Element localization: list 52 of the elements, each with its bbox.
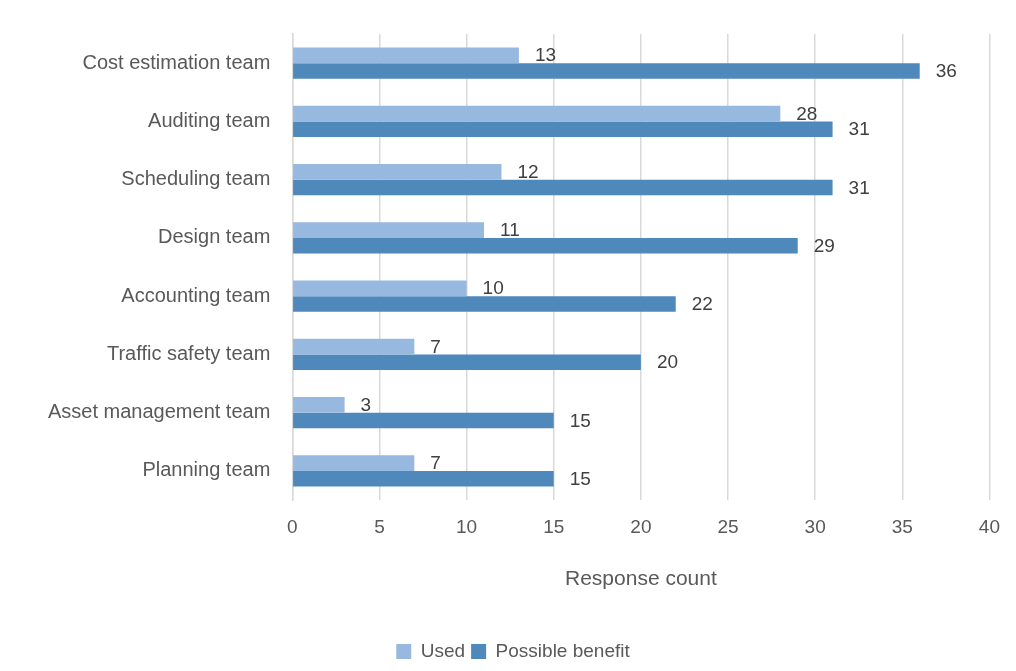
y-tick-label: Asset management team — [47, 400, 271, 423]
data-label: 11 — [500, 219, 520, 241]
bar — [293, 338, 415, 355]
bar — [293, 455, 415, 471]
data-label: 7 — [430, 335, 441, 357]
legend-label: Possible benefit — [495, 639, 631, 661]
data-label: 31 — [848, 176, 870, 198]
data-label: 20 — [656, 351, 679, 373]
bar — [293, 105, 781, 122]
bar — [293, 396, 345, 413]
data-label: 3 — [360, 394, 372, 415]
bar — [293, 121, 833, 138]
y-tick-label: Scheduling team — [121, 167, 271, 190]
data-label: 15 — [569, 409, 591, 431]
data-label: 7 — [430, 452, 441, 474]
data-label: 28 — [796, 102, 818, 124]
bar — [293, 280, 467, 297]
bar — [293, 179, 833, 196]
bar — [293, 296, 676, 312]
x-tick-label: 35 — [891, 515, 913, 537]
data-label: 22 — [691, 293, 713, 315]
data-label: 10 — [482, 277, 504, 299]
y-tick-label: Planning team — [142, 458, 271, 481]
x-tick-label: 15 — [543, 515, 565, 537]
x-axis-title: Response count — [564, 566, 717, 590]
x-tick-label: 40 — [978, 515, 1000, 537]
data-label: 31 — [848, 118, 870, 140]
data-label: 29 — [813, 234, 835, 256]
bar — [293, 163, 502, 180]
bar — [293, 237, 798, 254]
x-tick-label: 10 — [456, 515, 478, 537]
data-label: 13 — [534, 44, 557, 66]
legend-label: Used — [420, 639, 466, 661]
y-tick-label: Accounting team — [121, 283, 271, 306]
bar — [293, 354, 641, 371]
y-tick-label: Cost estimation team — [82, 50, 271, 73]
bar — [293, 470, 554, 487]
y-tick-label: Traffic safety team — [106, 341, 271, 364]
y-tick-label: Auditing team — [148, 108, 271, 131]
x-tick-label: 25 — [717, 515, 739, 537]
x-tick-label: 20 — [630, 515, 652, 537]
data-label: 15 — [569, 467, 591, 489]
data-label: 12 — [517, 161, 539, 182]
bar — [293, 47, 519, 64]
data-label: 36 — [935, 60, 957, 82]
x-tick-label: 0 — [287, 515, 298, 537]
bar — [293, 412, 554, 429]
y-tick-label: Design team — [158, 225, 271, 248]
bar — [293, 222, 485, 238]
x-tick-label: 30 — [804, 515, 826, 537]
bar — [293, 63, 920, 79]
x-tick-label: 5 — [374, 515, 385, 537]
